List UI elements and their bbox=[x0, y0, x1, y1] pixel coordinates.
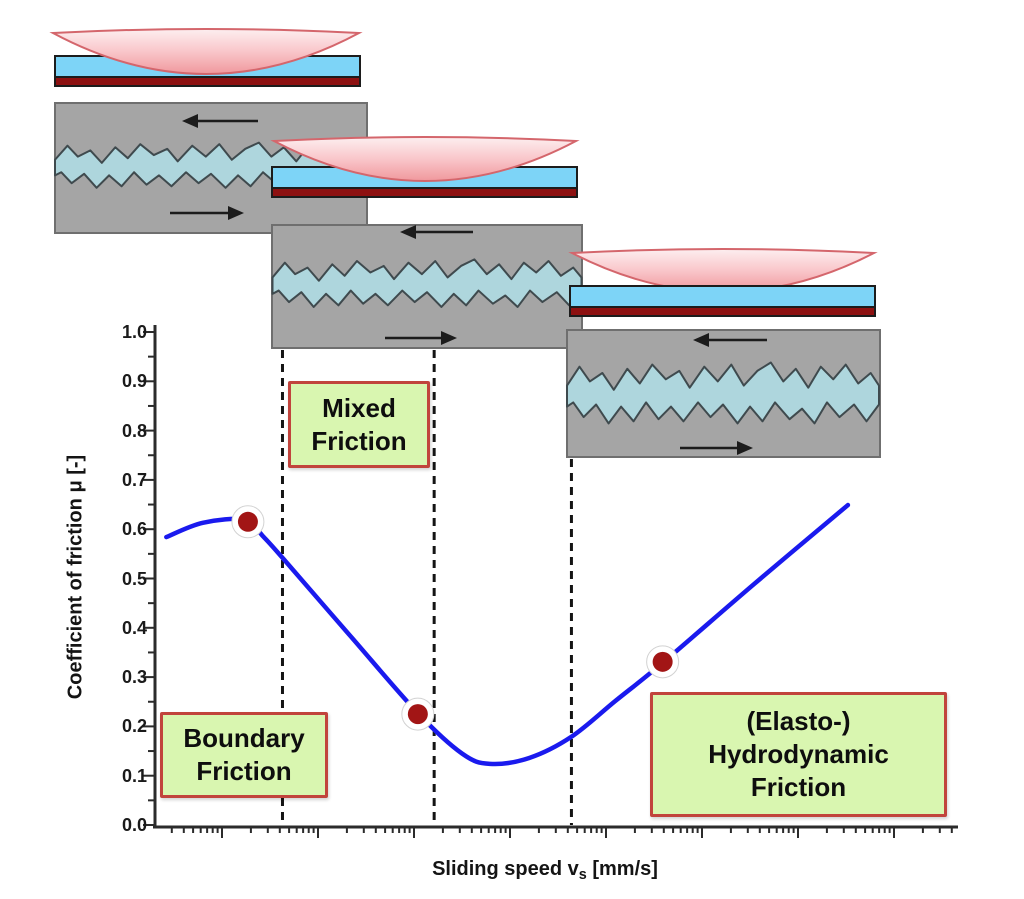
inset-mixed-contact bbox=[270, 136, 583, 349]
x-axis-title-main: Sliding speed v bbox=[432, 858, 579, 880]
substrate-layer bbox=[54, 76, 361, 87]
y-tick-label: 0.7 bbox=[121, 470, 147, 490]
y-tick-label: 1.0 bbox=[121, 322, 147, 342]
motion-arrows bbox=[170, 114, 258, 220]
y-tick-label: 0.6 bbox=[121, 519, 147, 539]
x-axis-title: Sliding speed vs [mm/s] bbox=[432, 858, 658, 883]
arrow-left-head-icon bbox=[693, 333, 709, 347]
boundary-friction-label: Boundary Friction bbox=[183, 723, 305, 786]
y-tick-label: 0.9 bbox=[121, 371, 147, 391]
data-point-marker bbox=[652, 651, 673, 672]
mixed-friction-label-box: Mixed Friction bbox=[288, 381, 430, 468]
substrate-layer bbox=[569, 306, 876, 317]
y-tick-label: 0.3 bbox=[121, 667, 147, 687]
data-point-marker bbox=[407, 704, 428, 725]
y-tick-label: 0.8 bbox=[121, 421, 147, 441]
arrow-right-head-icon bbox=[441, 331, 457, 345]
y-tick-label: 0.2 bbox=[121, 716, 147, 736]
arrow-left-head-icon bbox=[400, 225, 416, 239]
y-tick-label: 0.1 bbox=[121, 766, 147, 786]
arrow-left-head-icon bbox=[182, 114, 198, 128]
y-axis-title: Coefficient of friction μ [-] bbox=[64, 454, 87, 700]
boundary-friction-label-box: Boundary Friction bbox=[160, 712, 328, 798]
lens-icon bbox=[270, 136, 580, 182]
y-tick-label: 0.0 bbox=[121, 815, 147, 835]
arrow-right-head-icon bbox=[737, 441, 753, 455]
y-tick-label: 0.5 bbox=[121, 569, 147, 589]
data-point-markers bbox=[231, 505, 680, 731]
hydrodynamic-friction-label-box: (Elasto-) Hydrodynamic Friction bbox=[650, 692, 947, 817]
arrow-right-head-icon bbox=[228, 206, 244, 220]
motion-arrows bbox=[385, 225, 473, 345]
x-axis-title-subscript: s bbox=[578, 867, 587, 884]
x-axis-title-unit: [mm/s] bbox=[586, 858, 658, 880]
substrate-layer bbox=[271, 187, 578, 198]
hydrodynamic-friction-label: (Elasto-) Hydrodynamic Friction bbox=[708, 706, 889, 802]
lens-icon bbox=[49, 28, 363, 75]
axis-ticks bbox=[143, 331, 953, 838]
inset-boundary-contact bbox=[49, 28, 369, 234]
inset-hydrodynamic-contact bbox=[565, 248, 881, 458]
motion-arrows bbox=[680, 333, 767, 455]
mixed-friction-label: Mixed Friction bbox=[311, 392, 407, 456]
data-point-marker bbox=[237, 511, 258, 532]
lubricant-film-layer bbox=[569, 285, 876, 308]
y-tick-label: 0.4 bbox=[121, 618, 147, 638]
